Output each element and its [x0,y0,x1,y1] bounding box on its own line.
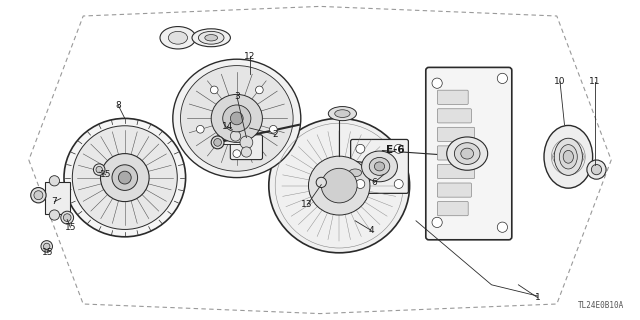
Circle shape [432,78,442,88]
Circle shape [96,166,102,173]
Circle shape [34,191,43,200]
Circle shape [356,180,365,188]
Circle shape [269,125,277,133]
Ellipse shape [168,31,188,44]
Circle shape [240,136,253,149]
Ellipse shape [374,162,385,171]
Circle shape [591,164,602,175]
Text: 7: 7 [52,197,57,206]
Circle shape [497,73,508,84]
Ellipse shape [342,165,368,180]
Ellipse shape [321,168,357,203]
Circle shape [255,86,263,94]
FancyBboxPatch shape [437,90,468,104]
Text: 1: 1 [535,293,540,302]
Circle shape [394,144,403,153]
Ellipse shape [118,171,131,184]
Circle shape [233,150,241,157]
Ellipse shape [554,138,582,175]
Ellipse shape [559,145,577,169]
FancyBboxPatch shape [437,183,472,197]
Text: 8: 8 [116,101,121,110]
Circle shape [497,222,508,232]
Ellipse shape [211,94,262,142]
FancyBboxPatch shape [351,140,408,193]
Ellipse shape [269,118,410,253]
Text: 15: 15 [42,248,54,257]
Ellipse shape [64,118,186,237]
Text: 6: 6 [372,178,377,187]
Ellipse shape [198,31,224,44]
Text: E-6: E-6 [386,145,405,156]
Ellipse shape [328,107,356,121]
Ellipse shape [349,169,362,177]
FancyBboxPatch shape [437,109,472,123]
Circle shape [63,214,71,221]
Ellipse shape [100,154,149,202]
Ellipse shape [369,157,390,175]
Ellipse shape [112,165,138,190]
FancyBboxPatch shape [437,202,468,216]
Ellipse shape [72,126,177,229]
Ellipse shape [454,143,480,164]
Circle shape [432,217,442,228]
Ellipse shape [205,35,218,41]
Text: 15: 15 [65,223,76,232]
Bar [45,182,70,214]
Circle shape [49,210,60,220]
FancyBboxPatch shape [437,146,478,160]
FancyBboxPatch shape [218,127,246,145]
FancyBboxPatch shape [437,164,475,179]
Ellipse shape [308,156,370,215]
Circle shape [241,147,252,157]
Ellipse shape [230,112,243,125]
Text: 2: 2 [273,130,278,139]
FancyBboxPatch shape [230,135,262,160]
Circle shape [93,164,105,175]
Circle shape [316,177,326,188]
Circle shape [214,139,221,146]
Ellipse shape [461,148,474,159]
Circle shape [41,241,52,252]
Circle shape [394,180,403,188]
Circle shape [31,188,46,203]
Ellipse shape [362,151,397,182]
Ellipse shape [160,27,196,49]
Circle shape [230,131,241,141]
Ellipse shape [173,59,301,178]
Text: 12: 12 [244,52,255,60]
Ellipse shape [336,162,374,184]
Circle shape [211,136,224,149]
Text: 14: 14 [221,122,233,131]
Text: 11: 11 [589,77,601,86]
Text: 15: 15 [100,170,111,179]
Circle shape [211,86,218,94]
Text: 3: 3 [234,92,239,100]
Circle shape [356,144,365,153]
Circle shape [61,211,74,224]
Ellipse shape [180,66,293,171]
Text: TL24E0B10A: TL24E0B10A [578,301,624,310]
Text: 10: 10 [554,77,566,86]
Text: 4: 4 [369,226,374,235]
Ellipse shape [223,105,251,132]
Ellipse shape [563,150,573,163]
Circle shape [49,176,60,186]
Circle shape [44,243,50,250]
Text: 13: 13 [301,200,313,209]
Circle shape [196,125,204,133]
Ellipse shape [192,29,230,47]
FancyBboxPatch shape [437,127,475,141]
Circle shape [587,160,606,179]
Ellipse shape [447,137,488,170]
Ellipse shape [335,110,350,117]
FancyBboxPatch shape [426,68,512,240]
Ellipse shape [544,125,593,188]
